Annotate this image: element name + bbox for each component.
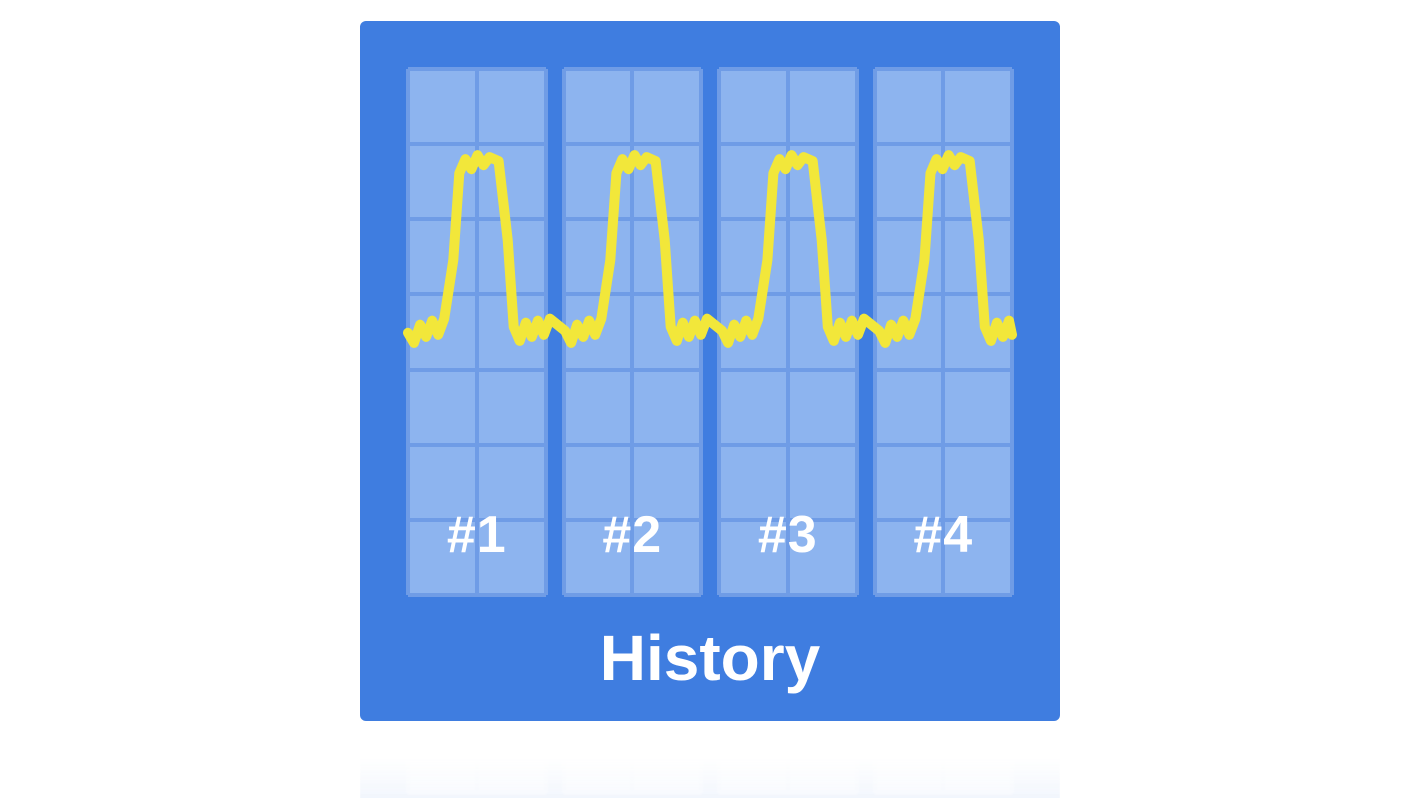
tile-reflection: #1#2#3#4 History <box>360 721 1060 798</box>
tile-title: History <box>360 621 1060 695</box>
history-tile: #1#2#3#4 History <box>360 21 1060 721</box>
stage: #1#2#3#4 History #1#2#3#4 History <box>0 0 1420 798</box>
waveform-line <box>360 21 1060 721</box>
tile-wrap: #1#2#3#4 History #1#2#3#4 History <box>360 21 1060 721</box>
